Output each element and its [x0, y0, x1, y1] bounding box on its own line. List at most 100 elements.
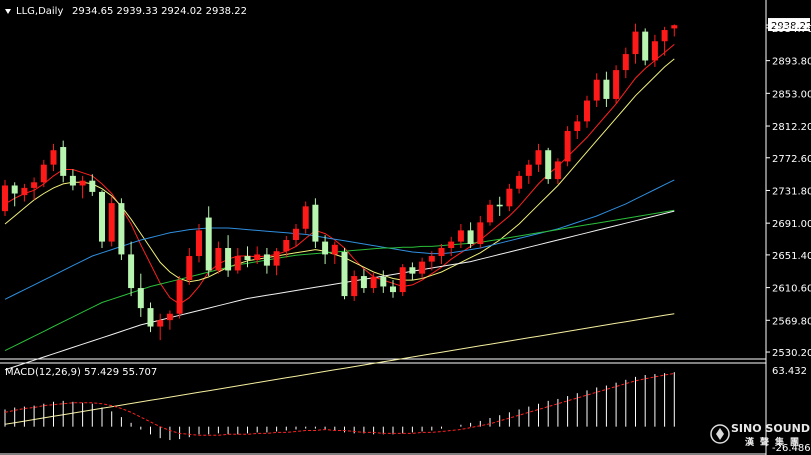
- candle: [632, 23, 639, 64]
- candle: [166, 310, 173, 330]
- candle-body: [196, 230, 202, 257]
- candle: [535, 143, 542, 172]
- candle: [613, 65, 620, 104]
- logo-ring-icon: [710, 424, 730, 444]
- ma-line-5: [4, 313, 675, 425]
- candle: [40, 159, 47, 188]
- candle-body: [331, 244, 338, 255]
- candle: [331, 241, 338, 265]
- macd-label: MACD(12,26,9) 57.429 55.707: [5, 367, 157, 378]
- candle: [651, 34, 658, 67]
- candle-body: [244, 256, 251, 261]
- sino-sound-logo: SINO SOUND 漢聲集團: [710, 422, 810, 448]
- candle-body: [225, 248, 232, 271]
- candle-body: [380, 276, 387, 287]
- macd-top-tick: 63.432: [772, 366, 807, 377]
- price-tick-label: 2772.60: [772, 154, 811, 165]
- candle: [642, 28, 649, 66]
- candle: [477, 215, 484, 249]
- candle-body: [283, 239, 290, 252]
- candle-body: [525, 164, 532, 176]
- candle-body: [661, 30, 668, 42]
- candle: [196, 223, 202, 263]
- candle: [438, 244, 445, 265]
- candle: [457, 223, 464, 249]
- candle: [293, 223, 299, 247]
- price-tick-label: 2934.70: [772, 24, 811, 35]
- candle-body: [79, 180, 86, 186]
- candle: [584, 95, 590, 128]
- candle-body: [584, 100, 590, 122]
- candle: [370, 272, 377, 293]
- candle: [263, 248, 270, 274]
- ma-line-4: [4, 210, 675, 371]
- candle-body: [622, 54, 629, 71]
- candle-body: [21, 187, 28, 196]
- candle-body: [69, 175, 76, 186]
- candle-body: [254, 254, 261, 261]
- candle-body: [516, 175, 523, 189]
- logo-name: SINO SOUND: [731, 422, 810, 435]
- macd-indicator: [4, 372, 675, 441]
- candle: [554, 158, 561, 184]
- candle-body: [322, 241, 329, 255]
- candle: [487, 199, 493, 226]
- candle-body: [176, 280, 183, 314]
- candle: [302, 201, 309, 234]
- candle-body: [40, 164, 47, 183]
- candle: [215, 241, 222, 274]
- dropdown-icon[interactable]: [5, 9, 11, 14]
- candle: [50, 143, 57, 172]
- candle-body: [108, 203, 115, 242]
- candle: [322, 235, 329, 265]
- price-tick-label: 2569.80: [772, 316, 811, 327]
- candle: [225, 235, 232, 277]
- candle-body: [506, 188, 513, 207]
- candle: [380, 270, 387, 293]
- candle: [147, 302, 154, 333]
- candle-body: [419, 261, 426, 274]
- candle-body: [302, 206, 309, 229]
- moving-averages: [4, 44, 675, 425]
- candle: [176, 276, 183, 319]
- candle: [21, 183, 28, 202]
- candle-body: [671, 25, 678, 29]
- candle: [506, 183, 513, 212]
- candle-body: [89, 180, 96, 192]
- candle-body: [564, 131, 571, 162]
- logo-mark-icon: [716, 428, 724, 440]
- candle-body: [99, 191, 105, 242]
- candle: [399, 264, 406, 297]
- candle: [564, 126, 571, 167]
- candle: [428, 251, 435, 271]
- candle-body: [147, 308, 154, 327]
- candle: [341, 248, 348, 300]
- candle-body: [593, 79, 600, 101]
- candles: [2, 23, 678, 341]
- candle: [622, 47, 629, 79]
- macd-signal-line: [4, 372, 675, 436]
- candle-body: [60, 147, 67, 176]
- price-tick-label: 2812.20: [772, 122, 811, 133]
- candle-body: [399, 267, 406, 293]
- candle: [390, 280, 396, 298]
- candle-body: [2, 185, 8, 212]
- candle: [312, 198, 319, 249]
- ma-line-1: [4, 58, 675, 283]
- candle: [11, 182, 18, 207]
- candle-body: [574, 121, 581, 131]
- macd-bottom-tick: -26.486: [772, 443, 811, 454]
- candle-body: [263, 254, 270, 266]
- candle-body: [438, 248, 445, 257]
- symbol-label: LLG,Daily: [16, 6, 63, 17]
- candle-body: [186, 256, 193, 281]
- candle: [118, 198, 125, 261]
- candle-body: [428, 256, 435, 262]
- candle-body: [487, 204, 493, 223]
- price-tick-label: 2610.60: [772, 284, 811, 295]
- candle-body: [273, 251, 280, 266]
- candle: [351, 270, 358, 301]
- candle-body: [457, 230, 464, 242]
- candle-body: [205, 217, 212, 271]
